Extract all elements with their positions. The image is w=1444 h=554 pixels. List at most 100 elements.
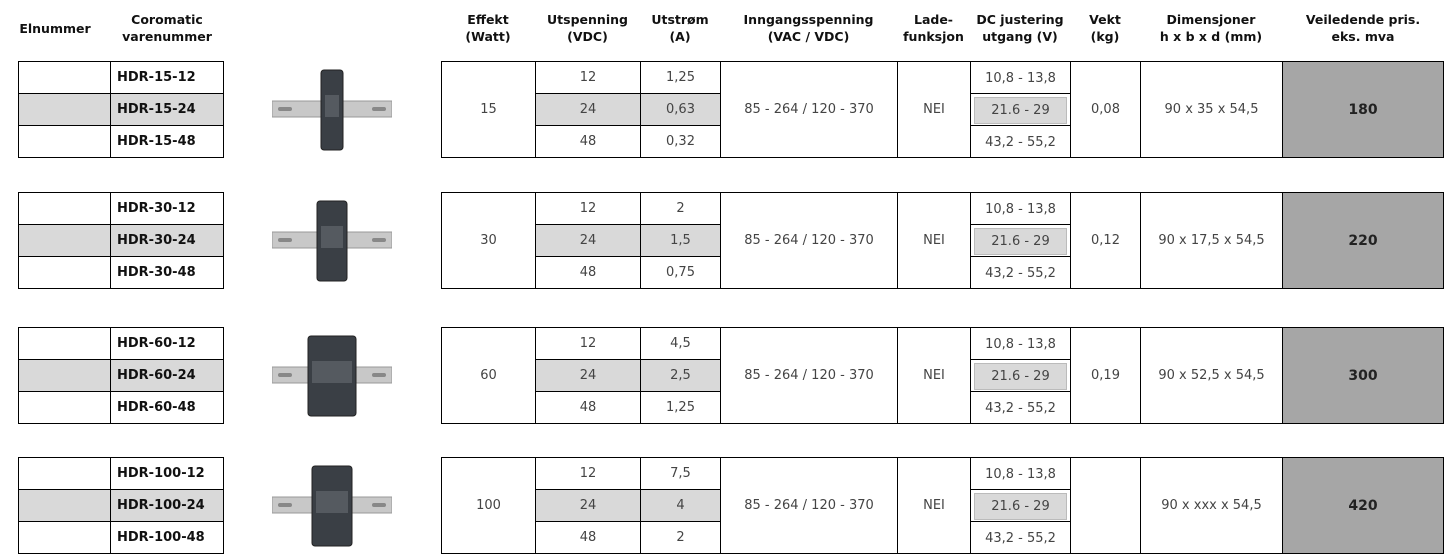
dc-adjust: 10,8 - 13,8	[985, 202, 1056, 217]
elnummer-cell	[18, 457, 111, 490]
output-current: 1,25	[640, 61, 721, 94]
item-number: HDR-30-12	[110, 192, 224, 225]
dc-adjust-frame: 10,8 - 13,8	[970, 61, 1071, 94]
power: 100	[441, 457, 536, 554]
header-line: Dimensjoner	[1166, 12, 1256, 27]
output-voltage: 24	[535, 359, 641, 392]
header-line: Lade-	[913, 12, 953, 27]
dimensions: 90 x 17,5 x 54,5	[1140, 192, 1283, 289]
header-line: (kg)	[1090, 29, 1120, 44]
header-line: (VDC)	[567, 29, 608, 44]
output-current: 7,5	[640, 457, 721, 490]
output-current: 0,32	[640, 125, 721, 158]
output-current: 4,5	[640, 327, 721, 360]
price: 300	[1282, 327, 1444, 424]
output-current: 1,5	[640, 224, 721, 257]
item-number: HDR-60-48	[110, 391, 224, 424]
header-line: Utstrøm	[651, 12, 709, 27]
dc-adjust-frame: 43,2 - 55,2	[970, 256, 1071, 289]
item-number: HDR-60-24	[110, 359, 224, 392]
weight: 0,08	[1070, 61, 1141, 158]
column-header: Vekt (kg)	[1070, 4, 1140, 52]
dc-adjust-frame: 43,2 - 55,2	[970, 391, 1071, 424]
charging: NEI	[897, 61, 971, 158]
item-number: HDR-100-12	[110, 457, 224, 490]
product-image	[272, 69, 392, 150]
power: 60	[441, 327, 536, 424]
elnummer-cell	[18, 61, 111, 94]
output-current: 0,63	[640, 93, 721, 126]
dc-adjust: 43,2 - 55,2	[985, 135, 1056, 150]
dimensions: 90 x 35 x 54,5	[1140, 61, 1283, 158]
elnummer-cell	[18, 256, 111, 289]
output-voltage: 24	[535, 489, 641, 522]
header-line: Elnummer	[19, 20, 91, 36]
header-line: (VAC / VDC)	[767, 29, 850, 44]
power: 30	[441, 192, 536, 289]
dc-adjust-frame: 43,2 - 55,2	[970, 125, 1071, 158]
output-current: 2,5	[640, 359, 721, 392]
item-number: HDR-60-12	[110, 327, 224, 360]
dc-adjust: 43,2 - 55,2	[985, 266, 1056, 281]
dc-adjust: 43,2 - 55,2	[985, 401, 1056, 416]
output-voltage: 12	[535, 192, 641, 225]
output-current: 1,25	[640, 391, 721, 424]
header-line: Inngangsspenning	[743, 12, 874, 27]
output-voltage: 24	[535, 224, 641, 257]
output-current: 0,75	[640, 256, 721, 289]
header-line: DC justering	[976, 12, 1064, 27]
column-header: Coromatic varenummer	[110, 4, 224, 52]
input-voltage: 85 - 264 / 120 - 370	[720, 327, 898, 424]
item-number: HDR-30-24	[110, 224, 224, 257]
dc-adjust-frame: 10,8 - 13,8	[970, 327, 1071, 360]
header-line: funksjon	[903, 29, 964, 44]
dc-adjust: 10,8 - 13,8	[985, 71, 1056, 86]
elnummer-cell	[18, 224, 111, 257]
elnummer-cell	[18, 125, 111, 158]
product-image-cell	[272, 330, 392, 421]
output-voltage: 12	[535, 327, 641, 360]
dc-adjust: 21.6 - 29	[974, 493, 1067, 520]
dc-adjust-frame: 43,2 - 55,2	[970, 521, 1071, 554]
dc-adjust-frame: 21.6 - 29	[970, 359, 1071, 392]
output-voltage: 24	[535, 93, 641, 126]
elnummer-cell	[18, 192, 111, 225]
price: 180	[1282, 61, 1444, 158]
output-current: 2	[640, 521, 721, 554]
dc-adjust-frame: 10,8 - 13,8	[970, 192, 1071, 225]
column-header: Dimensjoner h x b x d (mm)	[1140, 4, 1282, 52]
charging: NEI	[897, 457, 971, 554]
charging: NEI	[897, 327, 971, 424]
weight	[1070, 457, 1141, 554]
dc-adjust-frame: 21.6 - 29	[970, 93, 1071, 126]
elnummer-cell	[18, 327, 111, 360]
weight: 0,12	[1070, 192, 1141, 289]
item-number: HDR-15-24	[110, 93, 224, 126]
header-line: (Watt)	[465, 29, 511, 44]
column-header: Utspenning (VDC)	[535, 4, 640, 52]
dc-adjust-frame: 10,8 - 13,8	[970, 457, 1071, 490]
output-voltage: 12	[535, 61, 641, 94]
item-number: HDR-30-48	[110, 256, 224, 289]
dimensions: 90 x xxx x 54,5	[1140, 457, 1283, 554]
product-image-cell	[272, 460, 392, 551]
product-image	[272, 200, 392, 281]
price: 420	[1282, 457, 1444, 554]
dc-adjust: 10,8 - 13,8	[985, 337, 1056, 352]
dc-adjust-frame: 21.6 - 29	[970, 489, 1071, 522]
product-image	[272, 465, 392, 546]
elnummer-cell	[18, 359, 111, 392]
product-image-cell	[272, 195, 392, 286]
dc-adjust: 21.6 - 29	[974, 228, 1067, 255]
header-line: Veiledende pris.	[1305, 12, 1421, 27]
column-header: Elnummer	[0, 4, 110, 52]
dc-adjust: 21.6 - 29	[974, 363, 1067, 390]
dc-adjust: 43,2 - 55,2	[985, 531, 1056, 546]
input-voltage: 85 - 264 / 120 - 370	[720, 61, 898, 158]
column-header: Lade-funksjon	[897, 4, 970, 52]
item-number: HDR-15-48	[110, 125, 224, 158]
header-line: (A)	[669, 29, 691, 44]
column-header: Utstrøm (A)	[640, 4, 720, 52]
column-header: DC justering utgang (V)	[970, 4, 1070, 52]
